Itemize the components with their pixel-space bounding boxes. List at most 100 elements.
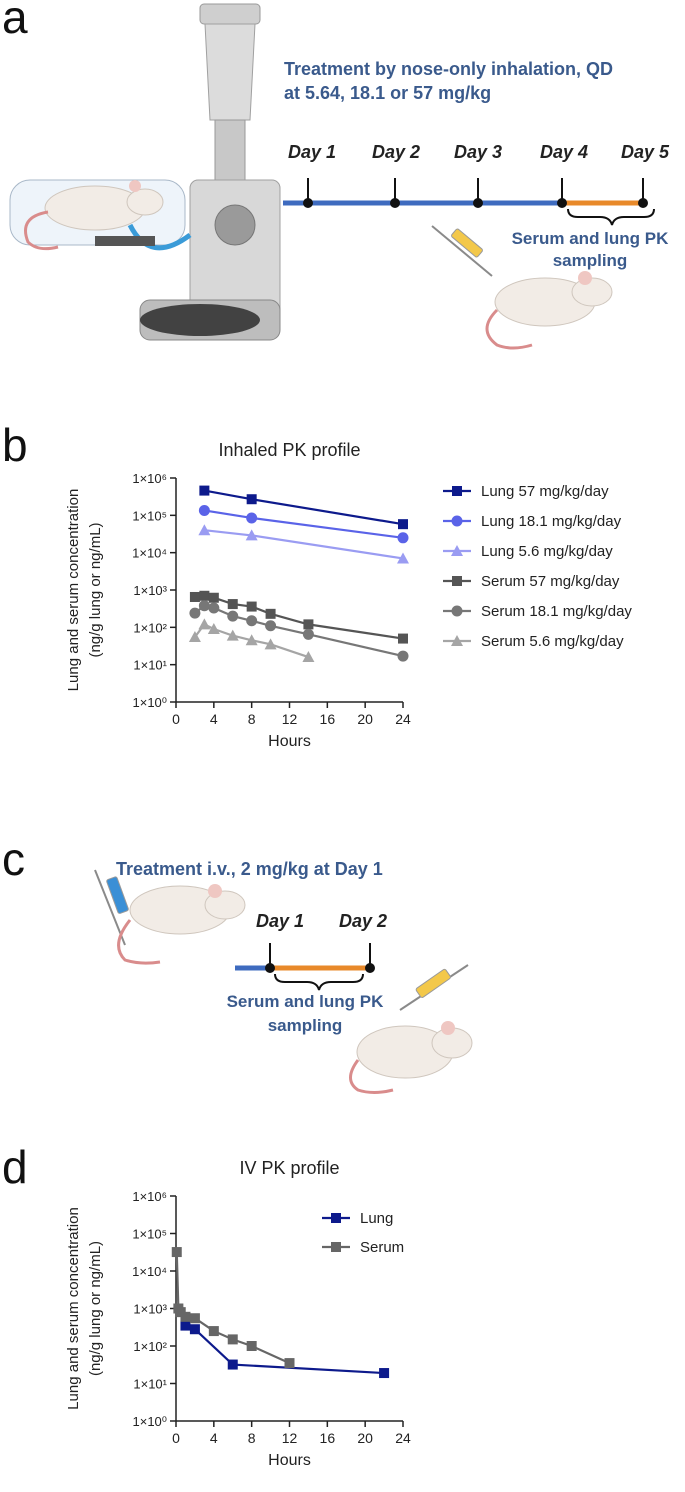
y-tick-label: 1×10¹ bbox=[133, 658, 167, 673]
series-0 bbox=[180, 1320, 390, 1379]
y-tick-label: 1×10³ bbox=[133, 1302, 167, 1317]
syringe-iv-icon bbox=[94, 869, 129, 946]
legend-marker bbox=[451, 635, 463, 646]
legend-label: Lung 18.1 mg/kg/day bbox=[481, 513, 622, 530]
timeline-a-brace bbox=[567, 208, 655, 226]
data-point bbox=[208, 1326, 219, 1337]
x-tick-label: 0 bbox=[172, 1430, 180, 1446]
x-axis-label: Hours bbox=[268, 733, 311, 750]
x-tick-label: 16 bbox=[320, 1430, 336, 1446]
series-line bbox=[204, 489, 404, 526]
data-point bbox=[227, 1359, 238, 1370]
x-tick-label: 12 bbox=[282, 1430, 298, 1446]
data-point bbox=[180, 1320, 191, 1331]
data-point bbox=[198, 600, 210, 612]
y-axis-label-line2: (ng/g lung or ng/mL) bbox=[87, 1241, 104, 1376]
data-point bbox=[189, 1324, 200, 1335]
timeline-c-day-1: Day 1 bbox=[256, 911, 304, 931]
series-1 bbox=[171, 1247, 295, 1369]
data-point bbox=[284, 1358, 295, 1369]
legend-marker bbox=[451, 515, 463, 527]
x-tick-label: 0 bbox=[172, 711, 180, 727]
panel-c-schematic: Treatment i.v., 2 mg/kg at Day 1 Day 1 D… bbox=[94, 859, 473, 1094]
data-point bbox=[198, 618, 211, 630]
data-point bbox=[245, 529, 258, 541]
legend-marker bbox=[452, 576, 462, 586]
timeline-c-day1-dot bbox=[265, 963, 275, 973]
data-point bbox=[189, 607, 201, 619]
data-point bbox=[198, 524, 211, 536]
timeline-a-day-3: Day 3 bbox=[454, 142, 502, 162]
timeline-c-sampling-line1: Serum and lung PK bbox=[227, 992, 385, 1011]
rat-sampling-c-illustration bbox=[349, 1021, 473, 1094]
x-tick-label: 20 bbox=[357, 1430, 373, 1446]
series-4 bbox=[189, 600, 409, 662]
data-point bbox=[265, 620, 277, 632]
legend-label: Lung 57 mg/kg/day bbox=[481, 483, 609, 500]
chart-title: IV PK profile bbox=[239, 1158, 339, 1178]
data-point bbox=[246, 512, 258, 524]
timeline-c-sampling-line2: sampling bbox=[268, 1016, 343, 1035]
panel-label-a: a bbox=[2, 0, 28, 43]
data-point bbox=[199, 485, 210, 496]
y-tick-label: 1×10² bbox=[133, 620, 167, 635]
timeline-a-day-1: Day 1 bbox=[288, 142, 336, 162]
data-point bbox=[246, 601, 257, 612]
legend-label: Serum 18.1 mg/kg/day bbox=[481, 603, 632, 620]
data-point bbox=[246, 1341, 257, 1351]
y-tick-label: 1×10⁶ bbox=[132, 1189, 167, 1204]
data-point bbox=[303, 619, 314, 630]
x-tick-label: 4 bbox=[210, 711, 218, 727]
y-tick-label: 1×10⁵ bbox=[132, 508, 167, 523]
x-axis-label: Hours bbox=[268, 1452, 311, 1469]
chart-title: Inhaled PK profile bbox=[218, 440, 360, 460]
data-point bbox=[398, 633, 408, 644]
x-tick-label: 24 bbox=[395, 711, 411, 727]
timeline-a-day-2: Day 2 bbox=[372, 142, 420, 162]
series-3 bbox=[189, 590, 408, 644]
rat-sampling-illustration bbox=[485, 271, 613, 350]
timeline-a-day-4: Day 4 bbox=[540, 142, 588, 162]
timeline-a-title-line2: at 5.64, 18.1 or 57 mg/kg bbox=[284, 83, 491, 103]
data-point bbox=[208, 592, 219, 603]
panel-label-b: b bbox=[2, 419, 28, 471]
series-2 bbox=[198, 524, 409, 564]
data-point bbox=[189, 1313, 200, 1324]
data-point bbox=[207, 623, 220, 635]
y-tick-label: 1×10⁴ bbox=[132, 546, 167, 561]
y-tick-label: 1×10² bbox=[133, 1339, 167, 1354]
y-axis-label-line2: (ng/g lung or ng/mL) bbox=[87, 522, 104, 657]
data-point bbox=[227, 599, 238, 610]
data-point bbox=[265, 608, 276, 619]
data-point bbox=[198, 504, 210, 516]
data-point bbox=[189, 591, 200, 602]
x-tick-label: 12 bbox=[282, 711, 298, 727]
series-line bbox=[194, 604, 404, 658]
timeline-c-day-2: Day 2 bbox=[339, 911, 387, 931]
legend-label: Serum 57 mg/kg/day bbox=[481, 573, 620, 590]
data-point bbox=[398, 519, 408, 530]
panel-a-schematic: Treatment by nose-only inhalation, QD at… bbox=[9, 3, 670, 350]
timeline-a-title-line1: Treatment by nose-only inhalation, QD bbox=[284, 59, 613, 79]
y-axis-label-line1: Lung and serum concentration bbox=[65, 489, 82, 692]
data-point bbox=[208, 602, 220, 614]
data-point bbox=[199, 590, 210, 601]
panel-label-d: d bbox=[2, 1141, 28, 1193]
data-point bbox=[302, 628, 314, 640]
legend-marker bbox=[451, 545, 463, 556]
y-tick-label: 1×10¹ bbox=[133, 1377, 167, 1392]
y-tick-label: 1×10⁴ bbox=[132, 1264, 167, 1279]
timeline-c-brace bbox=[274, 973, 364, 991]
data-point bbox=[245, 634, 258, 646]
data-point bbox=[227, 610, 239, 622]
legend-marker bbox=[451, 605, 463, 617]
data-point bbox=[246, 494, 257, 505]
y-tick-label: 1×10⁰ bbox=[133, 1414, 168, 1429]
legend-marker bbox=[331, 1213, 341, 1223]
series-line bbox=[175, 1252, 290, 1365]
x-tick-label: 4 bbox=[210, 1430, 218, 1446]
series-0 bbox=[199, 485, 408, 530]
iv-pk-chart: IV PK profile 1×10⁰ 1×10¹ 1×10² 1×10³ 1×10⁴ 1×… bbox=[65, 1158, 411, 1469]
data-point bbox=[379, 1368, 390, 1379]
timeline-a-day-5: Day 5 bbox=[621, 142, 670, 162]
